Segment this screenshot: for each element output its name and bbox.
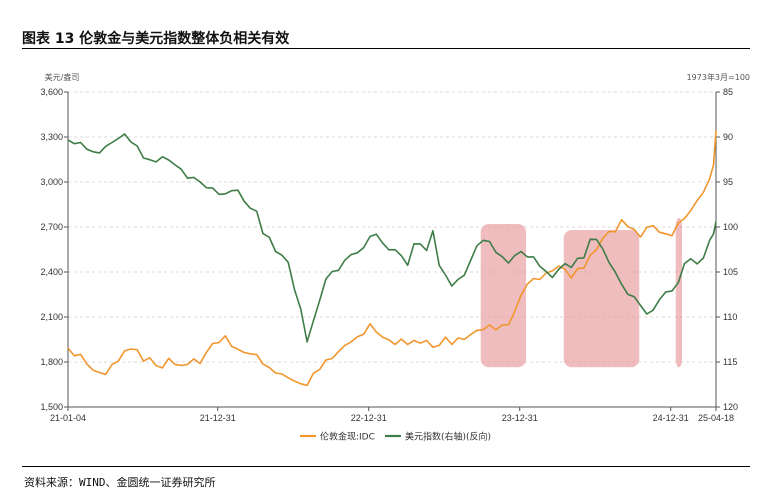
legend-label: 伦敦金现:IDC	[320, 431, 375, 443]
left-tick-label: 3,600	[40, 87, 63, 97]
left-tick-label: 1,500	[40, 402, 63, 412]
left-tick-label: 2,100	[40, 312, 63, 322]
legend-item: 美元指数(右轴)(反向)	[385, 431, 491, 443]
left-tick-label: 3,300	[40, 132, 63, 142]
grid-layer	[68, 91, 716, 363]
series-line	[67, 133, 717, 343]
right-tick-label: 105	[723, 267, 738, 277]
right-tick-label: 95	[723, 177, 733, 187]
highlight-regions	[480, 218, 682, 368]
x-tick-label: 24-12-31	[653, 413, 689, 423]
right-tick-label: 90	[723, 132, 733, 142]
x-tick-label: 21-01-04	[50, 413, 86, 423]
series-line	[67, 130, 717, 387]
title-rule	[22, 48, 750, 49]
source-note: 资料来源：WIND、金圆统一证券研究所	[24, 476, 216, 489]
x-tick-label: 25-04-18	[698, 413, 734, 423]
x-tick-label: 21-12-31	[200, 413, 236, 423]
figure-title: 图表 13 伦敦金与美元指数整体负相关有效	[22, 31, 290, 47]
legend: 伦敦金现:IDC 美元指数(右轴)(反向)	[300, 431, 491, 443]
left-tick-label: 2,700	[40, 222, 63, 232]
x-tick-label: 22-12-31	[351, 413, 387, 423]
right-tick-label: 120	[723, 402, 738, 412]
right-tick-label: 115	[723, 357, 737, 367]
highlight-region	[563, 230, 640, 368]
axes: 1,500 1,800 2,100 2,400 2,700 3,000 3,300 3,600…	[40, 72, 750, 423]
source-rule	[22, 466, 750, 467]
series-lines	[67, 130, 717, 387]
legend-label: 美元指数(右轴)(反向)	[405, 431, 491, 443]
left-tick-label: 1,800	[40, 357, 63, 367]
highlight-region	[480, 224, 527, 368]
left-tick-label: 2,400	[40, 267, 63, 277]
right-tick-label: 85	[723, 87, 733, 97]
right-tick-label: 110	[723, 312, 737, 322]
left-tick-label: 3,000	[40, 177, 63, 187]
x-tick-label: 23-12-31	[502, 413, 538, 423]
highlight-region	[675, 218, 682, 368]
legend-item: 伦敦金现:IDC	[300, 431, 375, 443]
right-tick-label: 100	[723, 222, 738, 232]
right-axis-unit: 1973年3月=100	[687, 72, 750, 82]
left-axis-unit: 美元/盎司	[45, 72, 80, 82]
